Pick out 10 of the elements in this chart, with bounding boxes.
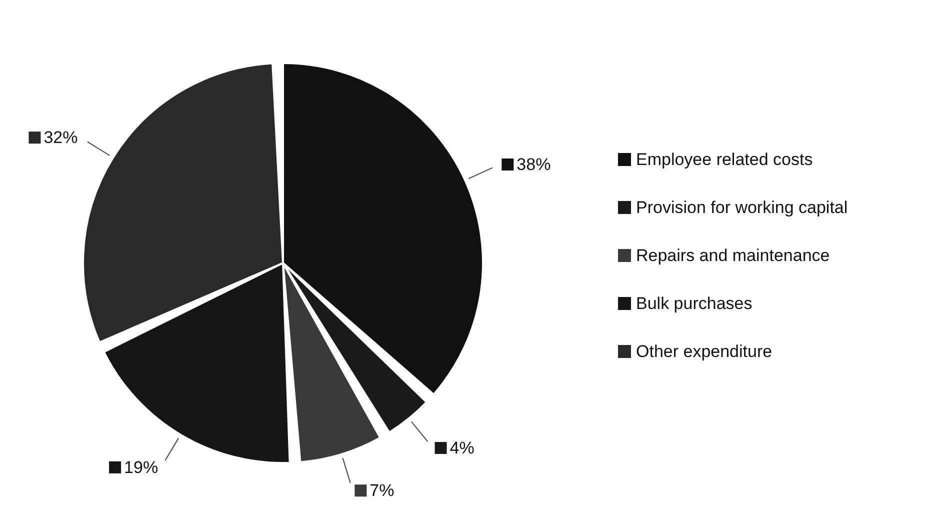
data-label: 4% (450, 438, 474, 458)
data-label: 38% (516, 154, 551, 174)
legend-label: Provision for working capital (636, 198, 848, 218)
data-label: 32% (44, 128, 78, 148)
data-label: 19% (124, 458, 158, 477)
legend-label: Bulk purchases (636, 294, 752, 314)
legend-label: Employee related costs (636, 150, 813, 170)
legend-label: Other expenditure (636, 342, 772, 362)
legend-label: Repairs and maintenance (636, 246, 830, 266)
data-label: 7% (370, 481, 394, 500)
